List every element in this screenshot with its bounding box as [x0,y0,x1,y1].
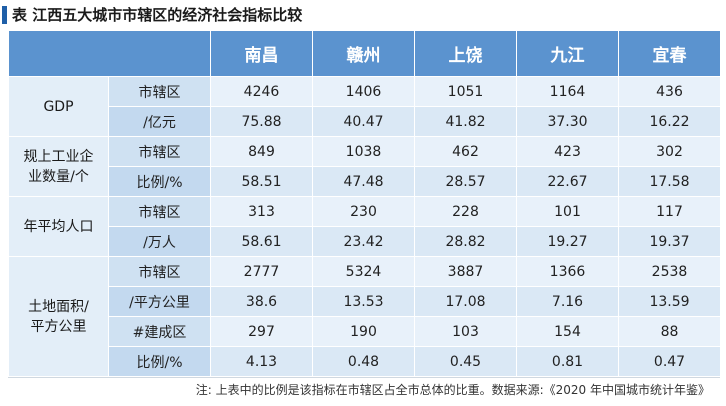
table-row: 比例/% 4.13 0.48 0.45 0.81 0.47 [9,346,721,377]
table-cell: 849 [210,136,313,167]
row-sub-label: 市辖区 [108,136,211,167]
column-header-ganzhou: 赣州 [312,30,415,77]
table-cell: 23.42 [312,226,415,257]
table-cell: 0.47 [618,346,721,377]
table-cell: 302 [618,136,721,167]
table-cell: 2777 [210,256,313,287]
group-label-line: 平方公里 [30,318,87,335]
table-cell: 462 [414,136,517,167]
group-label-industrial-enterprises: 规上工业企 业数量/个 [8,136,109,197]
table-cell: 19.37 [618,226,721,257]
table-cell: 1164 [516,76,619,107]
table-row: /亿元 75.88 40.47 41.82 37.30 16.22 [9,106,721,137]
row-sub-label: 市辖区 [108,196,211,227]
table-row: 比例/% 58.51 47.48 28.57 22.67 17.58 [9,166,721,197]
table-cell: 28.57 [414,166,517,197]
table-cell: 41.82 [414,106,517,137]
table-cell: 228 [414,196,517,227]
group-label-line: 规上工业企 [23,148,94,165]
table-cell: 1051 [414,76,517,107]
table-row: GDP 市辖区 4246 1406 1051 1164 436 [8,76,721,137]
table-cell: 1038 [312,136,415,167]
table-cell: 5324 [312,256,415,287]
table-cell: 0.48 [312,346,415,377]
title-bar: 表 江西五大城市市辖区的经济社会指标比较 [0,0,726,30]
row-sub-label: 市辖区 [108,256,211,287]
row-sub-label: /亿元 [108,106,211,137]
table-cell: 75.88 [210,106,313,137]
column-header-nanchang: 南昌 [210,30,313,77]
table-cell: 1406 [312,76,415,107]
table-cell: 17.58 [618,166,721,197]
group-label-gdp: GDP [8,76,109,137]
row-sub-label: /万人 [108,226,211,257]
table-cell: 2538 [618,256,721,287]
group-label-line: 业数量/个 [28,168,89,185]
table-cell: 230 [312,196,415,227]
table-cell: 58.51 [210,166,313,197]
table-cell: 37.30 [516,106,619,137]
table-row: 规上工业企 业数量/个 市辖区 849 1038 462 423 302 [8,136,721,197]
table-cell: 0.45 [414,346,517,377]
note-divider [8,377,720,378]
table-row: 年平均人口 市辖区 313 230 228 101 117 [8,196,721,257]
table-cell: 1366 [516,256,619,287]
table-row: /平方公里 38.6 13.53 17.08 7.16 13.59 [9,286,721,317]
table-row: /万人 58.61 23.42 28.82 19.27 19.37 [9,226,721,257]
column-header-yichun: 宜春 [618,30,721,77]
indicator-table: 南昌 赣州 上饶 九江 宜春 GDP 市辖区 4246 1406 1051 11… [8,30,721,377]
table-cell: 58.61 [210,226,313,257]
table-cell: 154 [516,316,619,347]
table-cell: 4.13 [210,346,313,377]
table-title: 表 江西五大城市市辖区的经济社会指标比较 [12,6,303,24]
group-label-line: 土地面积/ [28,298,89,315]
table-footnote: 注: 上表中的比例是该指标在市辖区占全市总体的比重。数据来源:《2020 年中国… [195,383,710,397]
table-row: 土地面积/ 平方公里 市辖区 2777 5324 3887 1366 2538 [8,256,721,377]
table-cell: 297 [210,316,313,347]
header-row: 南昌 赣州 上饶 九江 宜春 [8,30,721,77]
table-cell: 47.48 [312,166,415,197]
table-row: #建成区 297 190 103 154 88 [9,316,721,347]
table-cell: 0.81 [516,346,619,377]
table-cell: 7.16 [516,286,619,317]
title-accent-bar [2,6,7,24]
group-label-land-area: 土地面积/ 平方公里 [8,256,109,377]
header-corner [8,30,211,77]
row-sub-label: 比例/% [108,166,211,197]
column-header-shangrao: 上饶 [414,30,517,77]
row-sub-label: 市辖区 [108,76,211,107]
table-cell: 101 [516,196,619,227]
table-cell: 313 [210,196,313,227]
row-sub-label: /平方公里 [108,286,211,317]
table-cell: 436 [618,76,721,107]
table-cell: 117 [618,196,721,227]
row-sub-label: #建成区 [108,316,211,347]
table-cell: 40.47 [312,106,415,137]
group-label-population: 年平均人口 [8,196,109,257]
column-header-jiujiang: 九江 [516,30,619,77]
table-cell: 19.27 [516,226,619,257]
table-cell: 17.08 [414,286,517,317]
table-cell: 13.53 [312,286,415,317]
row-sub-label: 比例/% [108,346,211,377]
table-cell: 103 [414,316,517,347]
table-cell: 22.67 [516,166,619,197]
table-cell: 190 [312,316,415,347]
table-cell: 28.82 [414,226,517,257]
table-cell: 38.6 [210,286,313,317]
table-cell: 88 [618,316,721,347]
table-cell: 4246 [210,76,313,107]
table-cell: 16.22 [618,106,721,137]
table-cell: 3887 [414,256,517,287]
table-cell: 423 [516,136,619,167]
table-cell: 13.59 [618,286,721,317]
